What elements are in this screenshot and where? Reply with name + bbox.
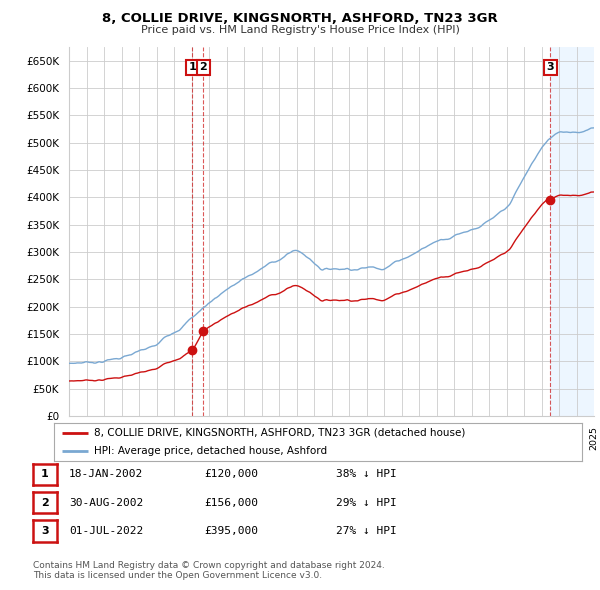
- Text: HPI: Average price, detached house, Ashford: HPI: Average price, detached house, Ashf…: [94, 445, 327, 455]
- Text: 2: 2: [41, 498, 49, 507]
- Text: £156,000: £156,000: [204, 498, 258, 507]
- Text: Price paid vs. HM Land Registry's House Price Index (HPI): Price paid vs. HM Land Registry's House …: [140, 25, 460, 35]
- Text: 18-JAN-2002: 18-JAN-2002: [69, 470, 143, 479]
- Text: 30-AUG-2002: 30-AUG-2002: [69, 498, 143, 507]
- Text: Contains HM Land Registry data © Crown copyright and database right 2024.
This d: Contains HM Land Registry data © Crown c…: [33, 560, 385, 580]
- Text: 8, COLLIE DRIVE, KINGSNORTH, ASHFORD, TN23 3GR (detached house): 8, COLLIE DRIVE, KINGSNORTH, ASHFORD, TN…: [94, 428, 465, 438]
- Text: 38% ↓ HPI: 38% ↓ HPI: [336, 470, 397, 479]
- Text: 8, COLLIE DRIVE, KINGSNORTH, ASHFORD, TN23 3GR: 8, COLLIE DRIVE, KINGSNORTH, ASHFORD, TN…: [102, 12, 498, 25]
- Text: 3: 3: [547, 63, 554, 73]
- Text: 01-JUL-2022: 01-JUL-2022: [69, 526, 143, 536]
- Bar: [550, 47, 594, 416]
- Text: £120,000: £120,000: [204, 470, 258, 479]
- Text: 27% ↓ HPI: 27% ↓ HPI: [336, 526, 397, 536]
- Text: 29% ↓ HPI: 29% ↓ HPI: [336, 498, 397, 507]
- Text: 3: 3: [41, 526, 49, 536]
- Text: 1: 1: [41, 470, 49, 479]
- Text: £395,000: £395,000: [204, 526, 258, 536]
- Text: 2: 2: [199, 63, 207, 73]
- Text: 1: 1: [188, 63, 196, 73]
